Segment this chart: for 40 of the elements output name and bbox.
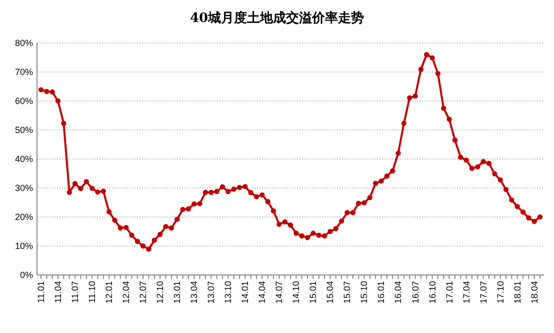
- x-tick-label: 11.07: [70, 281, 80, 303]
- x-tick-label: 18.01: [512, 281, 522, 304]
- x-tick-label: 15.10: [359, 281, 370, 304]
- y-tick-label: 80%: [14, 38, 33, 48]
- x-tick-label: 14.10: [291, 281, 302, 304]
- x-tick-label: 13.07: [206, 281, 216, 304]
- x-tick-label: 18.04: [529, 281, 540, 304]
- x-tick-label: 15.01: [308, 281, 318, 304]
- y-tick-label: 50%: [14, 125, 33, 136]
- x-tick-label: 16.10: [427, 281, 438, 304]
- x-tick-label: 16.04: [393, 281, 404, 304]
- x-tick-label: 13.01: [172, 281, 182, 304]
- x-tick-label: 11.10: [87, 281, 98, 303]
- x-tick-label: 14.07: [274, 281, 284, 304]
- x-tick-label: 14.04: [257, 281, 268, 304]
- chart-title: 40城月度土地成交溢价率走势: [190, 10, 364, 26]
- y-tick-label: 20%: [14, 212, 33, 222]
- x-tick-label: 17.04: [461, 281, 472, 304]
- x-tick-label: 12.07: [138, 281, 148, 304]
- y-tick-label: 30%: [14, 183, 33, 194]
- x-tick-label: 11.01: [36, 281, 46, 303]
- x-tick-label: 15.04: [325, 281, 336, 304]
- y-tick-label: 60%: [14, 96, 33, 106]
- x-tick-label: 12.01: [104, 281, 114, 304]
- y-tick-label: 70%: [14, 67, 33, 78]
- x-tick-label: 17.10: [495, 281, 506, 304]
- x-tick-label: 17.01: [444, 281, 454, 304]
- x-tick-label: 14.01: [240, 281, 250, 304]
- y-tick-label: 10%: [14, 241, 33, 252]
- x-tick-label: 15.07: [342, 281, 352, 304]
- x-tick-label: 16.01: [376, 281, 386, 304]
- y-tick-label: 0%: [20, 270, 33, 280]
- x-tick-label: 11.04: [53, 281, 64, 303]
- x-tick-label: 13.04: [189, 281, 200, 304]
- x-tick-label: 13.10: [223, 281, 234, 304]
- x-tick-label: 12.04: [121, 281, 132, 304]
- y-tick-label: 40%: [14, 154, 33, 164]
- x-tick-label: 16.07: [410, 281, 420, 304]
- x-tick-label: 17.07: [478, 281, 488, 304]
- x-tick-label: 12.10: [155, 281, 166, 304]
